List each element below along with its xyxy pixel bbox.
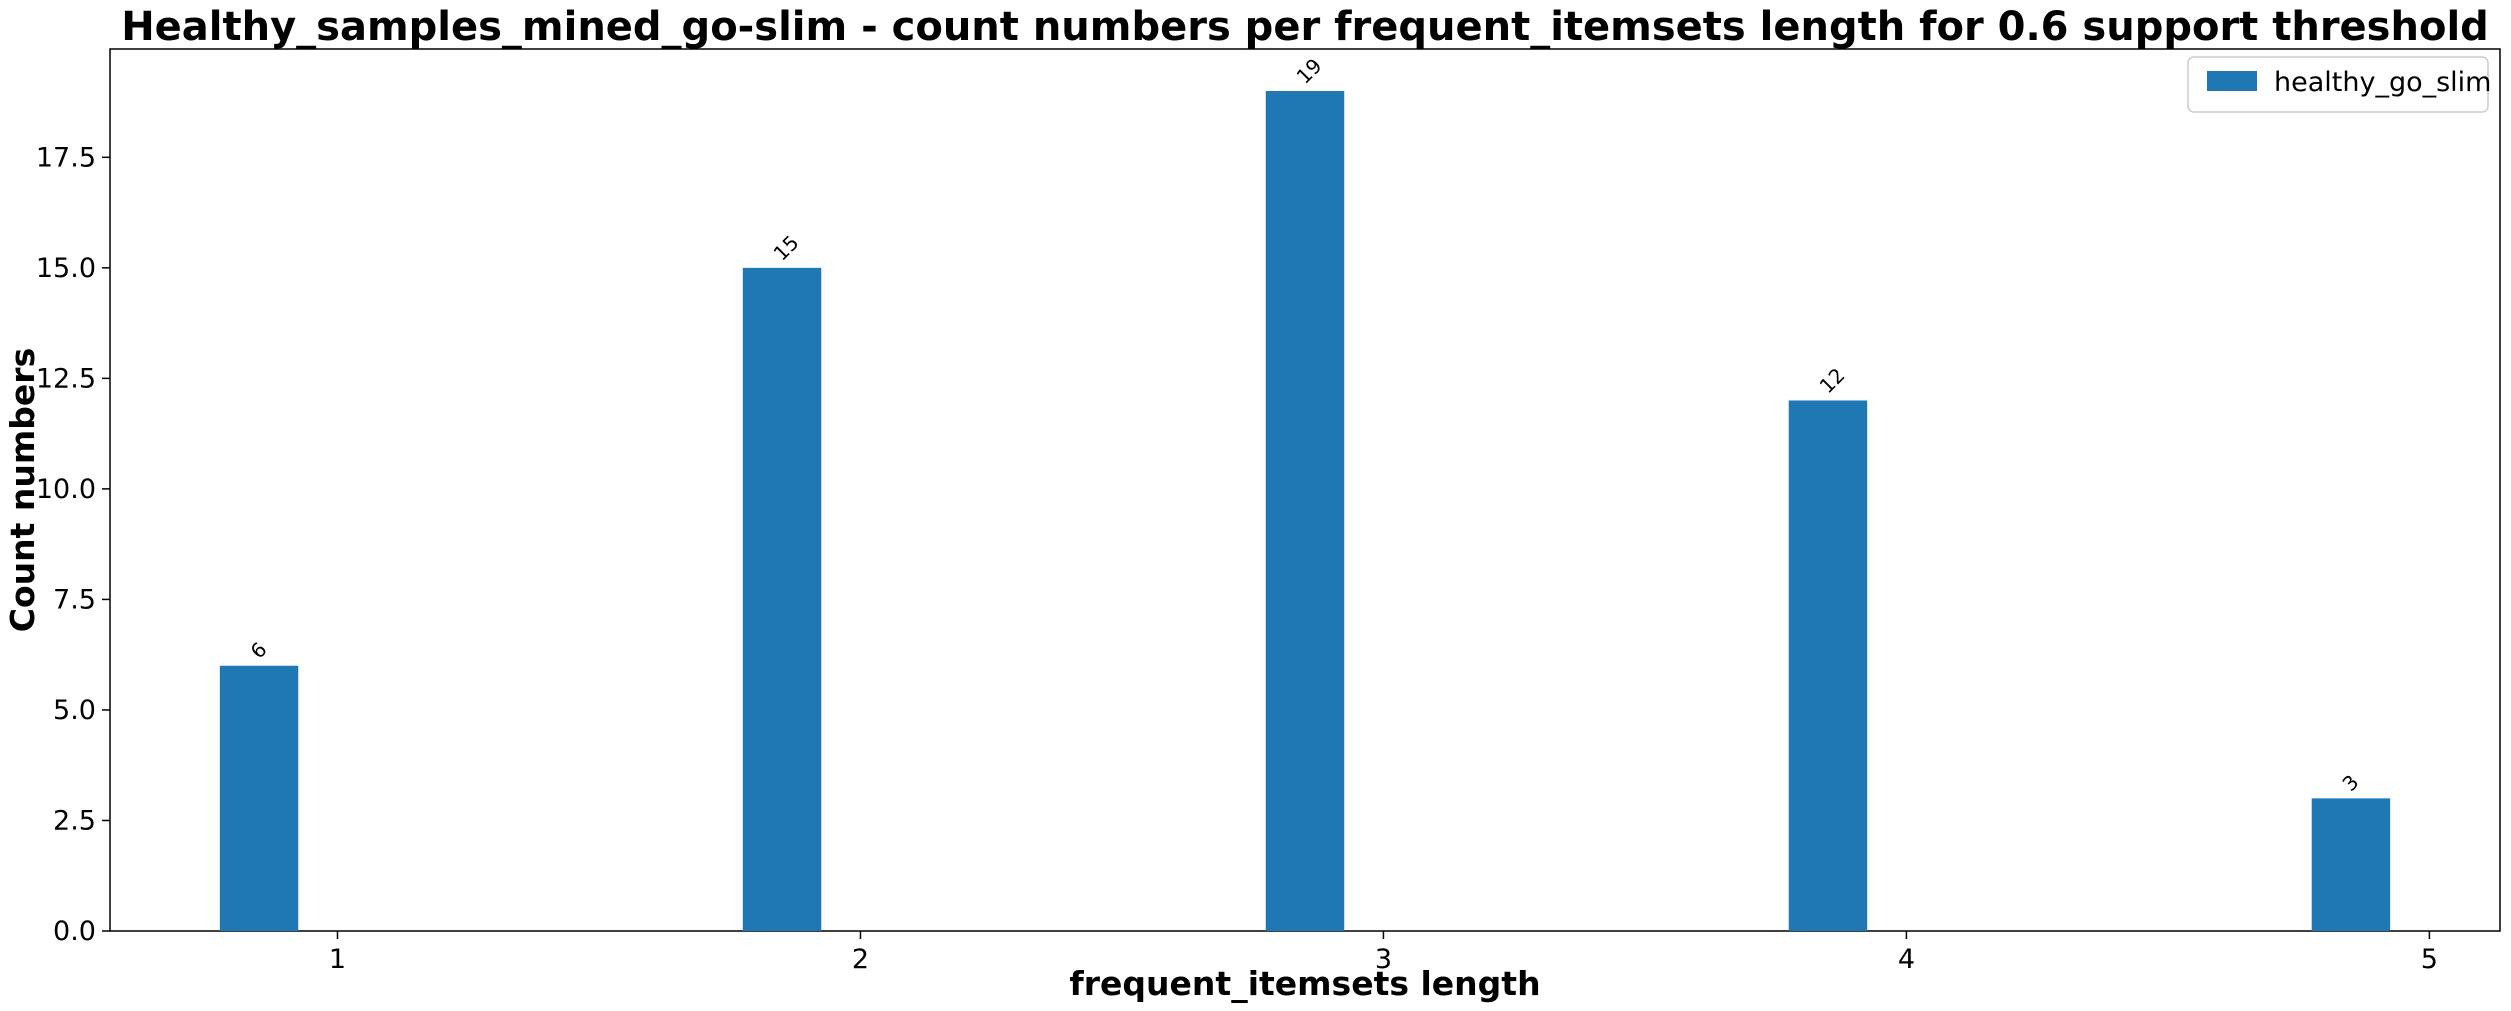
legend-swatch: [2207, 71, 2257, 91]
bar-4: [1788, 400, 1868, 931]
y-axis-label: Count numbers: [3, 348, 42, 632]
data-label-2: 15: [769, 230, 804, 265]
y-tick-label: 7.5: [53, 584, 96, 615]
data-label-4: 12: [1815, 363, 1850, 398]
data-label-1: 6: [246, 637, 272, 663]
legend-box: [2187, 56, 2489, 113]
data-label-3: 19: [1292, 54, 1327, 89]
y-tick-label: 5.0: [53, 695, 96, 726]
bars: [219, 91, 2391, 931]
bar-3: [1265, 91, 1345, 931]
x-axis-label: frequent_itemsets length: [1069, 964, 1540, 1003]
y-tick-label: 2.5: [53, 805, 96, 836]
x-tick-label: 1: [329, 944, 346, 975]
y-tick-label: 0.0: [53, 916, 96, 947]
y-tick-label: 12.5: [36, 363, 96, 394]
y-tick-label: 17.5: [36, 142, 96, 173]
x-tick-label: 2: [852, 944, 869, 975]
x-tick-label: 3: [1375, 944, 1392, 975]
y-tick-label: 15.0: [36, 253, 96, 284]
y-axis-ticks: 0.0 2.5 5.0 7.5 10.0 12.5 15.0 17.5: [36, 142, 110, 947]
y-tick-label: 10.0: [36, 474, 96, 505]
chart-title: Healthy_samples_mined_go-slim - count nu…: [121, 4, 2489, 50]
legend: healthy_go_slim: [2187, 56, 2491, 113]
legend-label: healthy_go_slim: [2274, 67, 2491, 98]
data-label-5: 3: [2338, 770, 2364, 796]
bar-2: [742, 267, 822, 931]
bar-5: [2311, 798, 2391, 931]
bar-1: [219, 665, 299, 931]
x-axis-ticks: 1 2 3 4 5: [329, 931, 2438, 975]
x-tick-label: 4: [1898, 944, 1915, 975]
x-tick-label: 5: [2421, 944, 2438, 975]
